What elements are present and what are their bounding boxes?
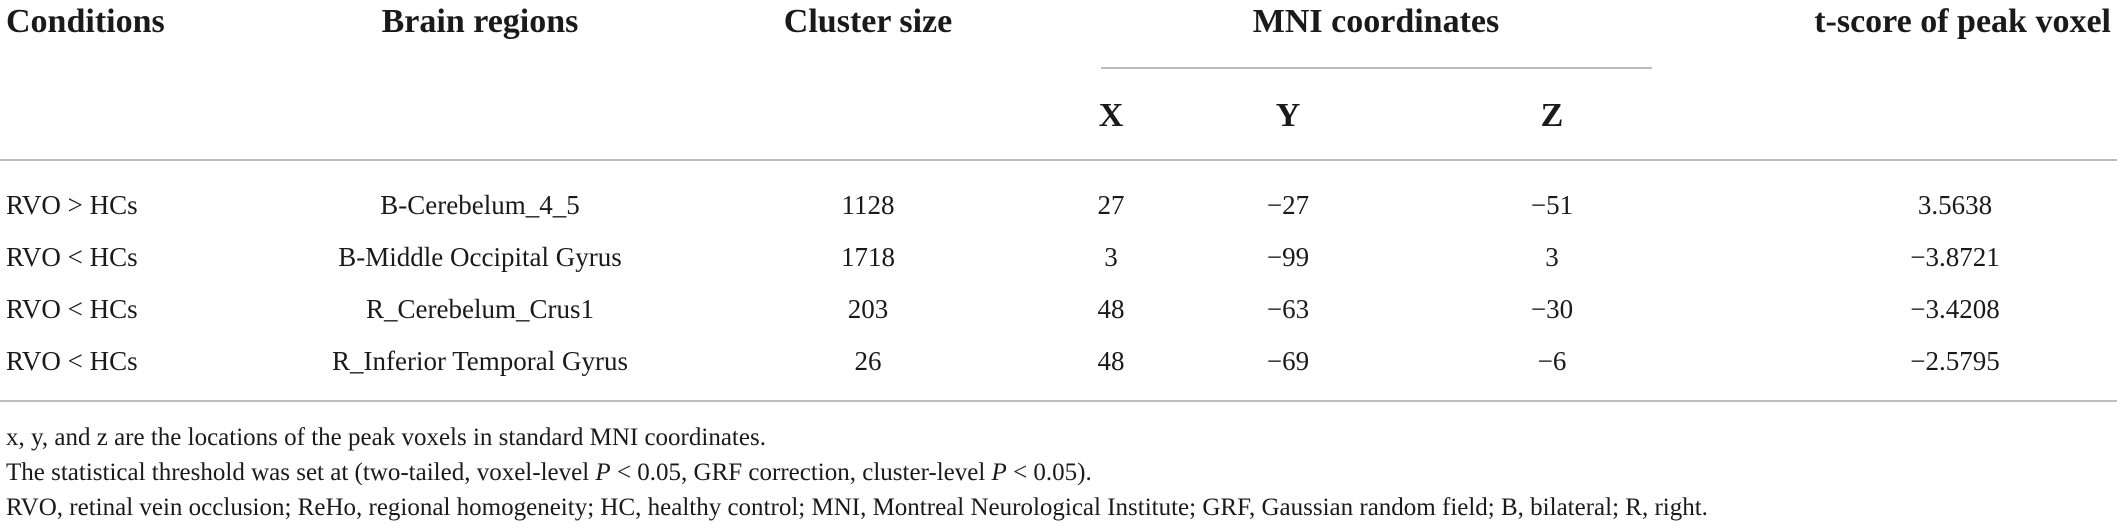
header-t-score: t-score of peak voxel (1814, 3, 2111, 40)
row-2-z: 3 (1545, 242, 1559, 272)
row-2-region: B-Middle Occipital Gyrus (338, 242, 622, 272)
header-y: Y (1275, 97, 1301, 134)
footnote-threshold: The statistical threshold was set at (tw… (6, 459, 1092, 486)
header-x: X (1098, 97, 1124, 134)
row-2-x: 3 (1104, 242, 1118, 272)
row-3-region: R_Cerebelum_Crus1 (366, 294, 594, 324)
row-3-cluster: 203 (847, 294, 889, 324)
row-4-x: 48 (1097, 346, 1125, 376)
header-cluster-size: Cluster size (783, 3, 953, 40)
row-1-region: B-Cerebelum_4_5 (380, 190, 580, 220)
row-4-y: −69 (1266, 346, 1310, 376)
row-4-region: R_Inferior Temporal Gyrus (331, 346, 629, 376)
row-1-cluster: 1128 (841, 190, 895, 220)
row-2-cluster: 1718 (841, 242, 895, 272)
header-z: Z (1540, 97, 1564, 134)
row-4-cluster: 26 (854, 346, 882, 376)
table-bottom-rule (0, 400, 2117, 402)
header-conditions: Conditions (6, 3, 165, 40)
row-3-t: −3.4208 (1910, 294, 2000, 324)
row-1-x: 27 (1097, 190, 1125, 220)
row-1-condition: RVO > HCs (6, 190, 138, 220)
mni-subheader-rule (1101, 67, 1652, 69)
footnote-coordinates: x, y, and z are the locations of the pea… (6, 424, 766, 451)
header-mni-coordinates: MNI coordinates (1252, 3, 1500, 40)
row-3-condition: RVO < HCs (6, 294, 138, 324)
header-brain-regions: Brain regions (381, 3, 579, 40)
row-2-y: −99 (1266, 242, 1310, 272)
row-4-z: −6 (1537, 346, 1567, 376)
row-3-y: −63 (1266, 294, 1310, 324)
row-1-y: −27 (1266, 190, 1310, 220)
footnote-abbreviations: RVO, retinal vein occlusion; ReHo, regio… (6, 494, 1708, 521)
row-3-z: −30 (1530, 294, 1574, 324)
row-3-x: 48 (1097, 294, 1125, 324)
row-2-t: −3.8721 (1910, 242, 2000, 272)
row-4-t: −2.5795 (1910, 346, 2000, 376)
row-1-t: 3.5638 (1917, 190, 1993, 220)
row-4-condition: RVO < HCs (6, 346, 138, 376)
row-2-condition: RVO < HCs (6, 242, 138, 272)
header-bottom-rule (0, 159, 2117, 161)
row-1-z: −51 (1530, 190, 1574, 220)
